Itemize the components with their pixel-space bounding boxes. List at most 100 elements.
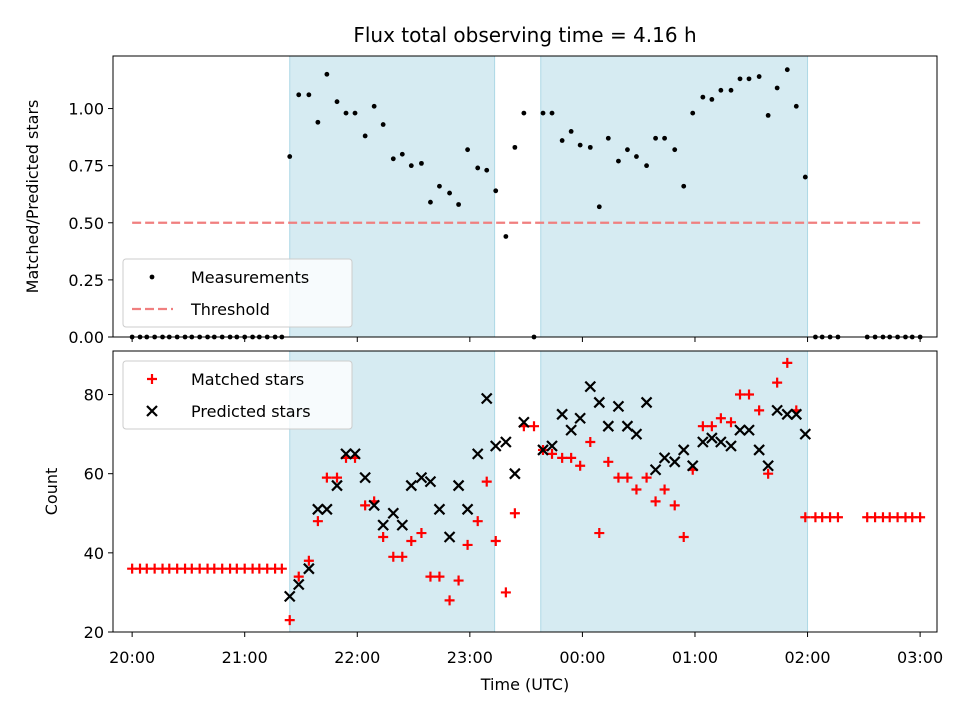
predicted-star-point bbox=[321, 503, 333, 516]
measurement-point bbox=[371, 103, 377, 109]
matched-star-point bbox=[416, 528, 427, 539]
measurement-point bbox=[746, 76, 752, 82]
predicted-star-point bbox=[743, 424, 755, 436]
matched-star-point bbox=[547, 448, 558, 459]
matched-star-point bbox=[332, 472, 343, 483]
matched-star-point bbox=[321, 472, 332, 483]
count-y-tick-label: 20 bbox=[84, 623, 104, 642]
measurement-point bbox=[709, 97, 715, 102]
predicted-star-point bbox=[405, 479, 418, 492]
matched-star-point bbox=[490, 535, 501, 546]
measurement-point bbox=[774, 85, 780, 91]
predicted-star-point bbox=[593, 396, 606, 409]
measurement-point bbox=[728, 87, 734, 93]
legend-label: Matched stars bbox=[191, 370, 304, 389]
predicted-star-point bbox=[433, 503, 446, 516]
predicted-star-point bbox=[630, 428, 643, 440]
x-tick-label: 03:00 bbox=[897, 648, 943, 667]
predicted-star-point bbox=[331, 479, 343, 492]
measurement-point bbox=[306, 92, 312, 98]
measurement-point bbox=[587, 144, 593, 150]
matched-star-point bbox=[585, 437, 596, 448]
measurement-point bbox=[315, 119, 321, 125]
measurement-point bbox=[419, 160, 424, 166]
measurement-point bbox=[549, 110, 555, 116]
predicted-star-point bbox=[649, 463, 662, 476]
measurement-point bbox=[653, 135, 658, 141]
measurement-point bbox=[456, 202, 461, 207]
predicted-star-point bbox=[753, 444, 765, 456]
count-frame bbox=[112, 350, 938, 633]
measurement-point bbox=[521, 110, 527, 116]
legend-x-swatch bbox=[146, 405, 158, 417]
measurement-point bbox=[700, 94, 706, 100]
ratio-y-tick-label: 0.50 bbox=[68, 214, 104, 233]
measurement-point bbox=[681, 183, 687, 189]
matched-star-point bbox=[293, 571, 304, 582]
predicted-star-point bbox=[677, 444, 690, 456]
measurement-point bbox=[475, 165, 481, 171]
matched-star-point bbox=[509, 508, 520, 519]
predicted-star-point bbox=[640, 396, 653, 409]
ratio-panel: 0.00 0.25 0.50 0.75 1.00 Matched/Predicted st… bbox=[23, 55, 938, 347]
predicted-star-point bbox=[602, 420, 615, 432]
time-axis: 20:00 21:00 22:00 23:00 00:00 01:00 02:00 03:00 bbox=[109, 648, 943, 667]
predicted-star-point bbox=[415, 471, 428, 484]
count-y-tick-label: 80 bbox=[84, 386, 104, 405]
legend-label: Measurements bbox=[191, 268, 309, 287]
matched-star-point bbox=[557, 452, 568, 463]
predicted-star-point bbox=[686, 459, 699, 472]
x-tick-label: 23:00 bbox=[447, 648, 493, 667]
matched-star-point bbox=[659, 484, 670, 495]
measurement-point bbox=[437, 183, 442, 189]
predicted-star-point bbox=[546, 440, 558, 452]
matched-star-point bbox=[763, 468, 774, 479]
measurement-point bbox=[428, 199, 433, 205]
matched-star-point bbox=[744, 389, 755, 400]
matched-star-point bbox=[529, 421, 540, 432]
measurement-point bbox=[662, 135, 667, 141]
predicted-star-point bbox=[396, 519, 409, 531]
predicted-star-point bbox=[697, 436, 709, 448]
measurement-point bbox=[334, 99, 340, 105]
predicted-star-point bbox=[500, 436, 512, 448]
predicted-star-point bbox=[443, 531, 456, 543]
measurement-point bbox=[784, 67, 790, 73]
matched-star-point bbox=[425, 571, 436, 582]
predicted-star-point bbox=[584, 380, 597, 393]
measurement-point bbox=[408, 163, 414, 169]
count-y-tick-label: 40 bbox=[84, 544, 104, 563]
predicted-star-point bbox=[292, 578, 305, 591]
measurement-point bbox=[756, 74, 762, 79]
measurement-point bbox=[577, 142, 583, 148]
chart-title: Flux total observing time = 4.16 h bbox=[353, 23, 696, 47]
matched-star-point bbox=[800, 512, 811, 523]
predicted-star-point bbox=[799, 428, 812, 440]
observing-window-1-0 bbox=[540, 55, 809, 338]
legend-label: Threshold bbox=[190, 300, 270, 319]
matched-star-point bbox=[706, 421, 717, 432]
predicted-star-point bbox=[480, 392, 493, 405]
matched-star-point bbox=[726, 417, 736, 428]
predicted-star-point bbox=[489, 440, 502, 452]
matched-star-point bbox=[566, 452, 577, 463]
measurement-point bbox=[399, 151, 405, 157]
matched-star-point bbox=[500, 587, 511, 598]
predicted-star-point bbox=[574, 412, 586, 425]
measurement-point bbox=[765, 112, 771, 118]
legend-box bbox=[122, 360, 353, 430]
measurement-point bbox=[484, 167, 490, 173]
predicted-star-point bbox=[621, 420, 634, 432]
x-tick-label: 01:00 bbox=[672, 648, 718, 667]
matched-star-point bbox=[575, 460, 586, 471]
predicted-star-point bbox=[790, 408, 803, 421]
matched-star-point bbox=[444, 595, 455, 606]
predicted-star-point bbox=[303, 562, 315, 575]
measurement-point bbox=[296, 92, 302, 98]
count-panel: 20 40 60 80 Count Matched stars Predicted star… bbox=[42, 350, 938, 642]
measurement-point bbox=[540, 110, 546, 116]
matched-star-point bbox=[772, 377, 783, 388]
ratio-y-tick-label: 0.00 bbox=[68, 328, 104, 347]
measurement-point bbox=[287, 154, 293, 159]
ratio-y-axis-label: Matched/Predicted stars bbox=[23, 100, 42, 294]
